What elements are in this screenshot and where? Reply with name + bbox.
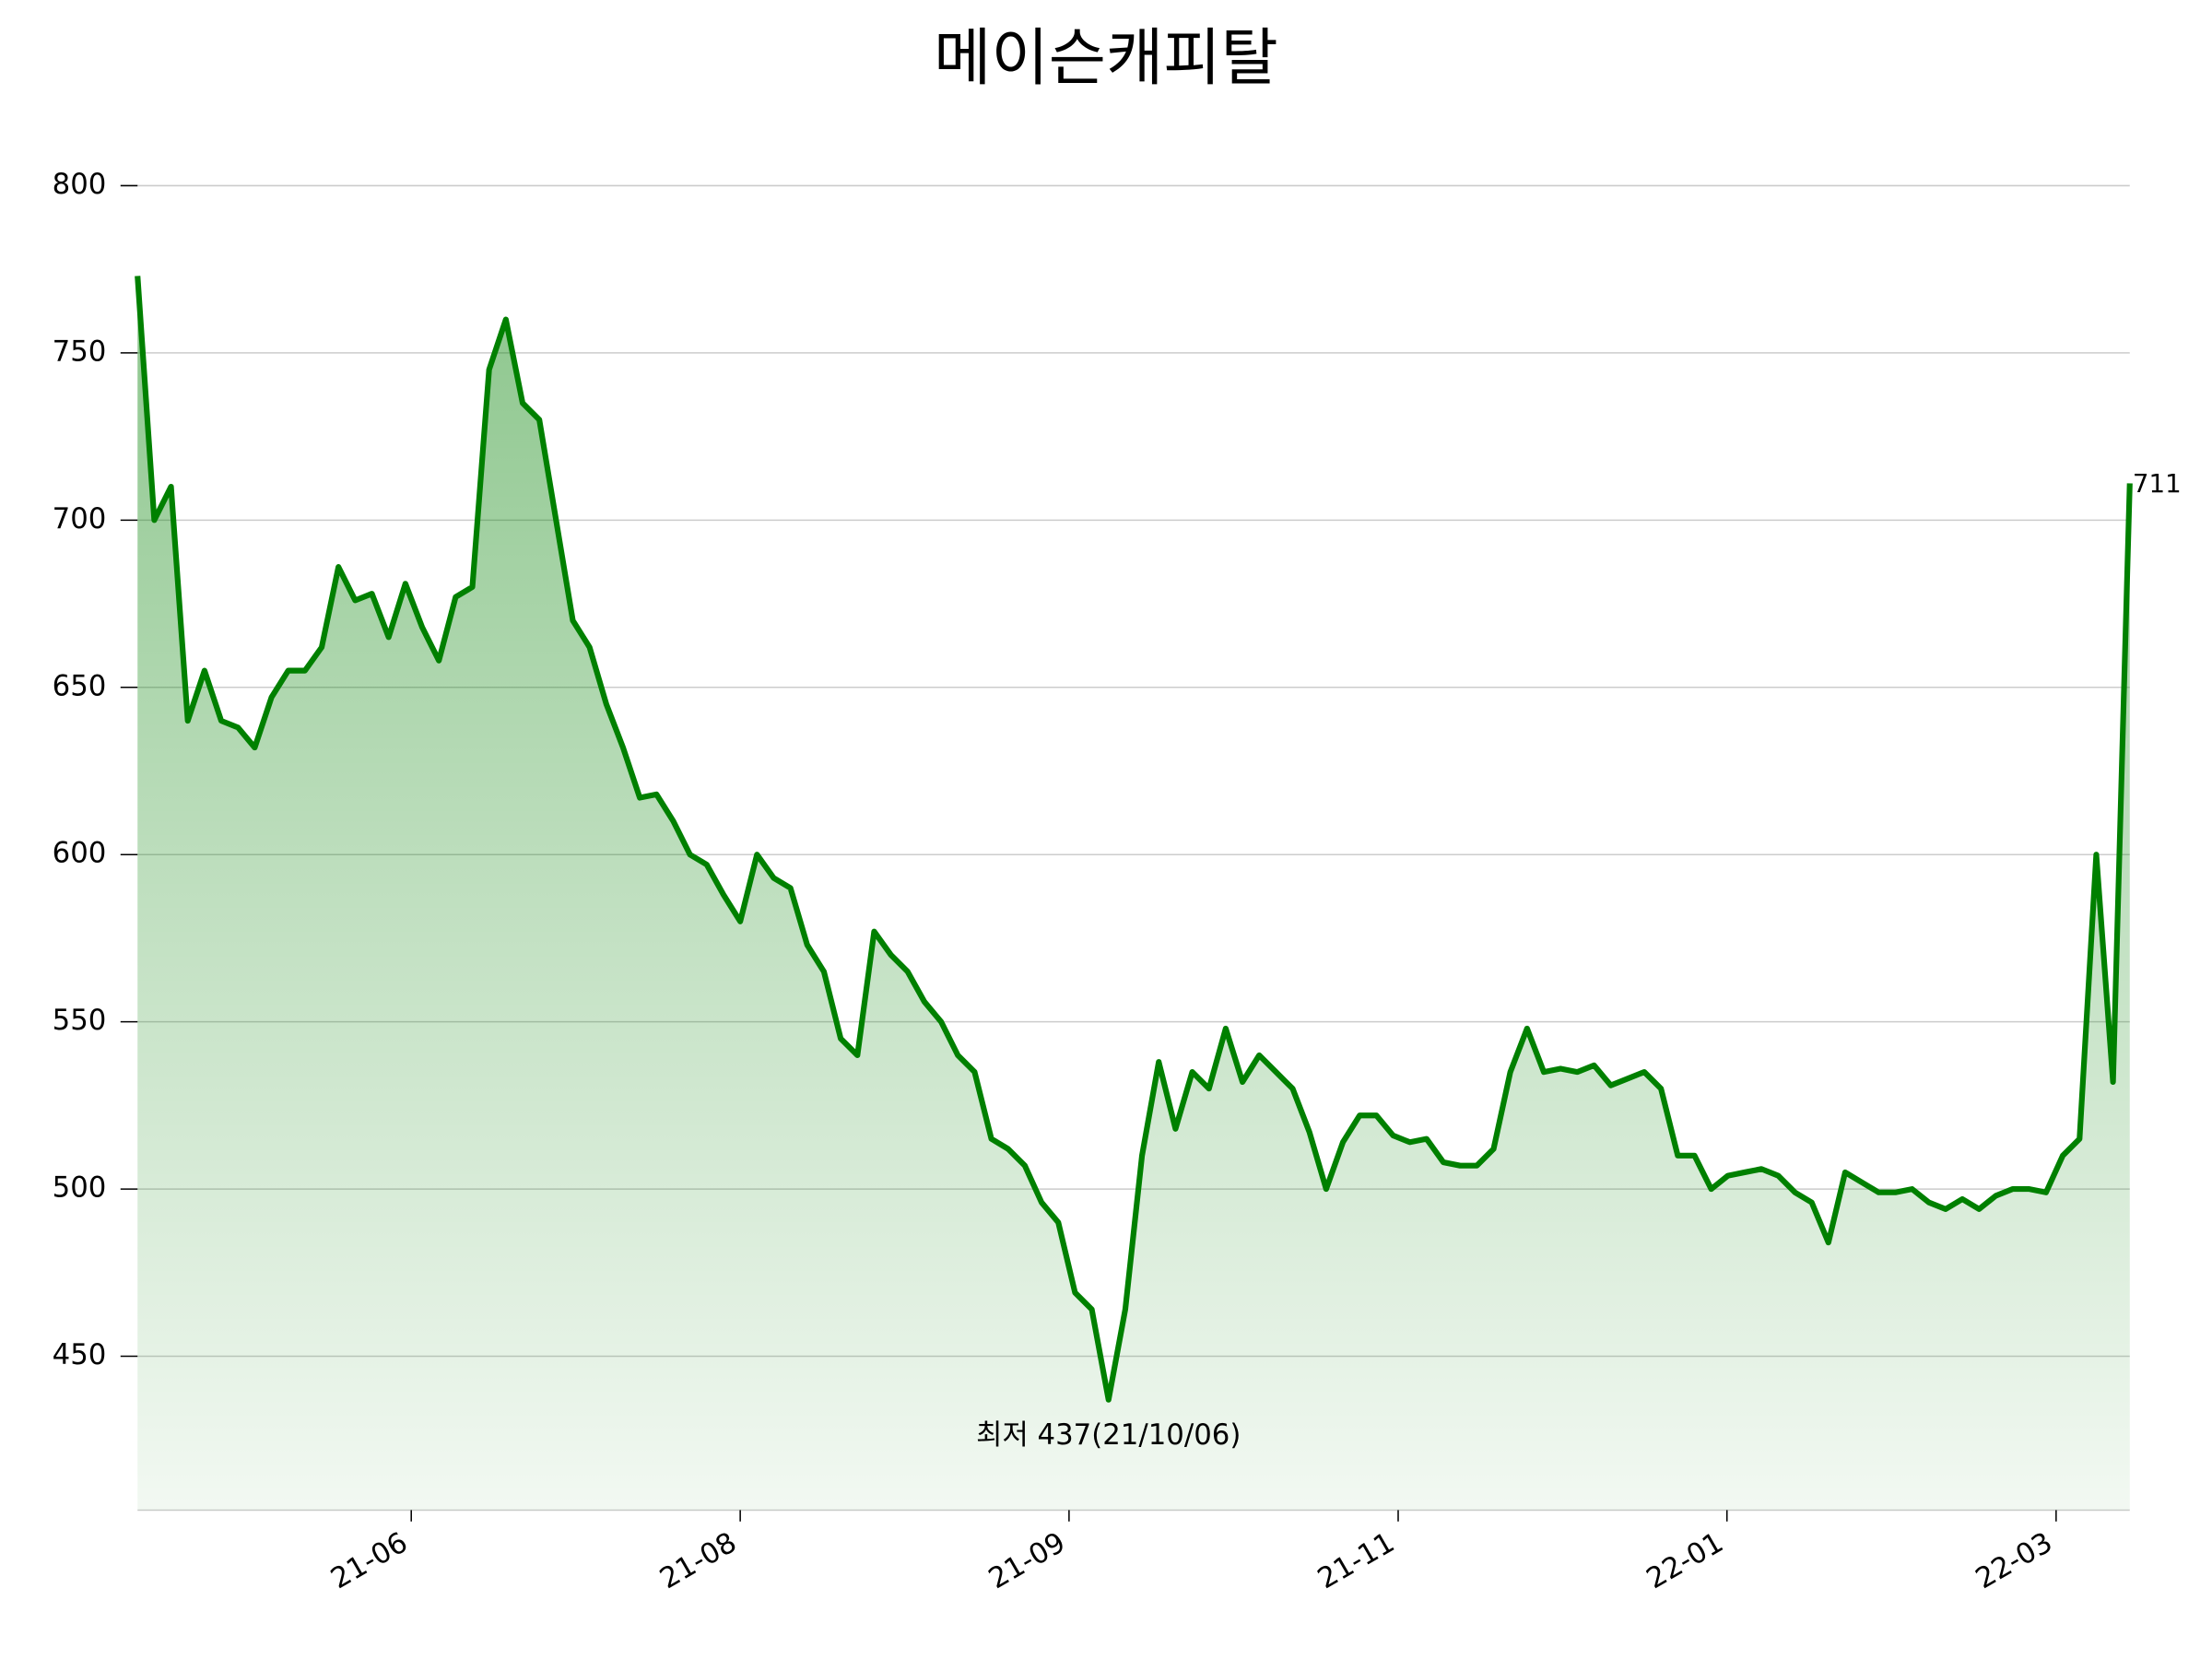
y-tick-label: 700 <box>53 502 107 535</box>
area <box>137 276 2130 1511</box>
y-tick-label: 450 <box>53 1338 107 1371</box>
y-tick-label: 600 <box>53 837 107 870</box>
line <box>135 276 2133 1403</box>
y-tick-label: 550 <box>53 1004 107 1037</box>
x-tick-label: 21-08 <box>654 1525 742 1595</box>
x-tick-label: 21-09 <box>983 1525 1071 1595</box>
x-tick-label: 21-11 <box>1312 1525 1400 1595</box>
x-tick-label: 22-01 <box>1641 1525 1728 1595</box>
y-tick-label: 500 <box>53 1171 107 1205</box>
y-tick-label: 650 <box>53 669 107 702</box>
y-tick-label: 800 <box>53 168 107 201</box>
y-tick-label: 750 <box>53 335 107 368</box>
chart-title: 메이슨캐피탈 <box>934 21 1278 94</box>
min-annotation: 최저 437(21/10/06) <box>976 1418 1241 1452</box>
last-value-label: 711 <box>2133 468 2182 499</box>
x-tick-label: 21-06 <box>325 1525 413 1595</box>
x-tick-label: 22-03 <box>1971 1525 2058 1595</box>
